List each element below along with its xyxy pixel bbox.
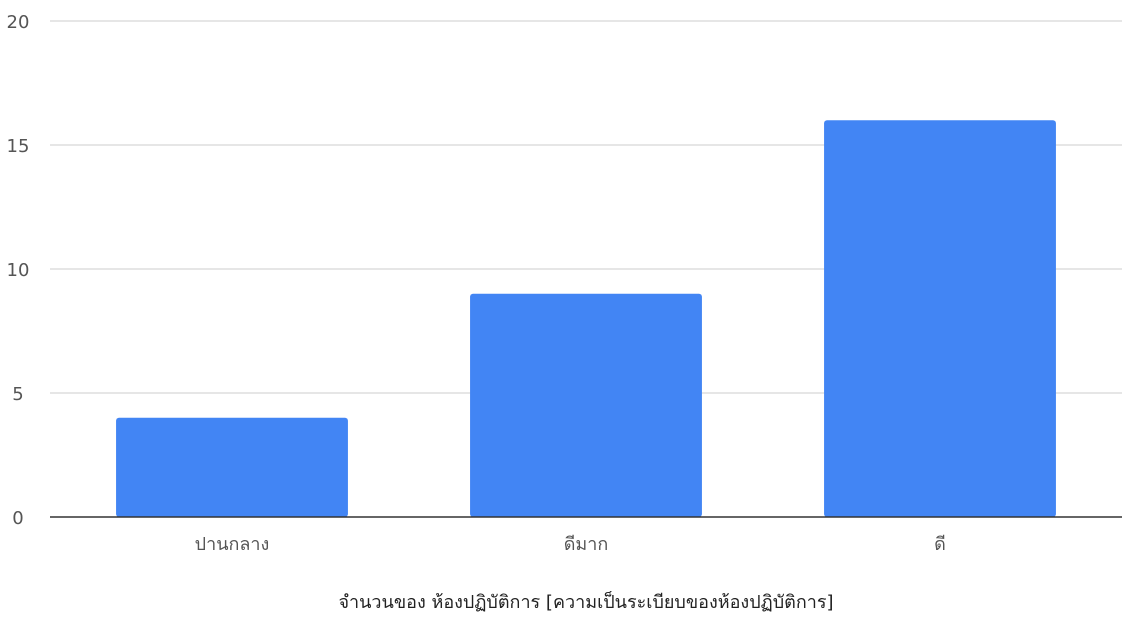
- y-tick-label: 10: [7, 260, 30, 281]
- x-tick-label: ดีมาก: [564, 534, 609, 555]
- y-tick-label: 20: [7, 12, 30, 33]
- y-tick-label: 15: [7, 136, 30, 157]
- bar-1[interactable]: [116, 417, 348, 517]
- y-tick-label: 0: [12, 508, 23, 529]
- bar-2[interactable]: [470, 293, 702, 517]
- x-tick-label: ปานกลาง: [195, 534, 270, 555]
- y-tick-label: 5: [12, 384, 23, 405]
- bars: [116, 120, 1056, 517]
- x-tick-label: ดี: [934, 534, 946, 555]
- x-axis-ticks: ปานกลาง ดีมาก ดี: [195, 534, 946, 555]
- x-axis-label: จำนวนของ ห้องปฏิบัติการ [ความเป็นระเบียบ…: [338, 590, 833, 613]
- y-axis-ticks: 0 5 10 15 20: [7, 12, 30, 529]
- bar-3[interactable]: [824, 120, 1056, 517]
